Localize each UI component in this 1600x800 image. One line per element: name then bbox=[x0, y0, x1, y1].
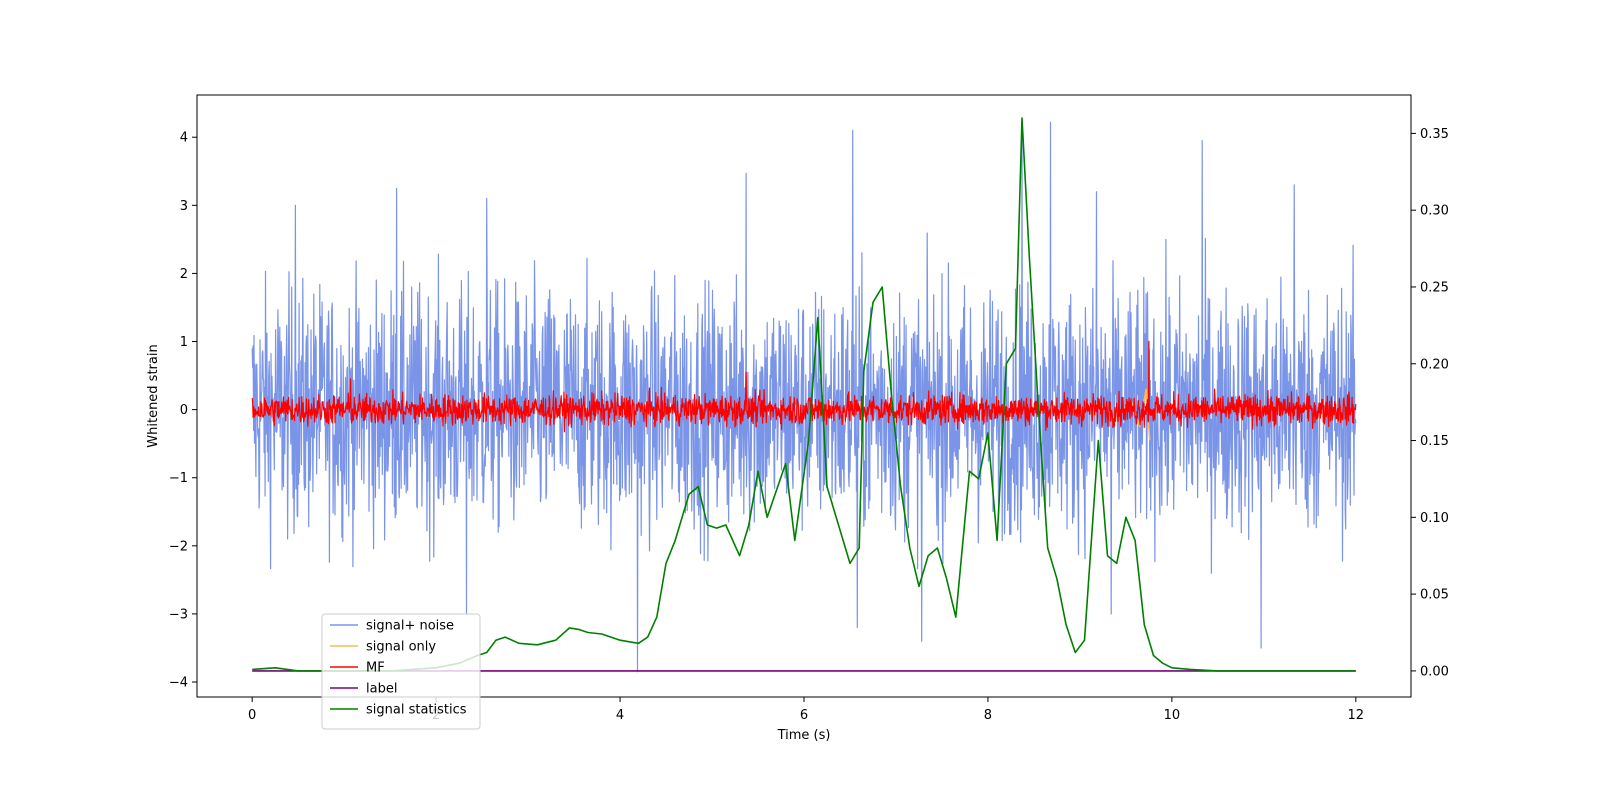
y-tick-label: −3 bbox=[169, 607, 188, 622]
series-signal-noise bbox=[251, 121, 1357, 673]
y-tick-label: 1 bbox=[180, 335, 188, 350]
y2-tick-label: 0.20 bbox=[1420, 357, 1449, 372]
x-tick-label: 0 bbox=[248, 708, 256, 723]
legend-label-label: label bbox=[366, 682, 397, 697]
y-tick-label: −2 bbox=[169, 539, 188, 554]
y-tick-label: 4 bbox=[180, 131, 188, 146]
x-axis: 024681012 bbox=[248, 697, 1364, 723]
y-tick-label: 0 bbox=[180, 403, 188, 418]
y-tick-label: 3 bbox=[180, 199, 188, 214]
legend-label-mf: MF bbox=[366, 661, 385, 676]
legend: signal+ noise signal only MF label signal st… bbox=[321, 613, 481, 730]
x-axis-label: Time (s) bbox=[777, 728, 831, 743]
x-tick-label: 8 bbox=[984, 708, 992, 723]
y2-tick-label: 0.05 bbox=[1420, 588, 1449, 603]
y-tick-label: −4 bbox=[169, 676, 188, 691]
legend-label-signal-noise: signal+ noise bbox=[366, 619, 454, 634]
y2-tick-label: 0.35 bbox=[1420, 127, 1449, 142]
legend-label-signal-statistics: signal statistics bbox=[366, 703, 467, 718]
x-tick-label: 12 bbox=[1348, 708, 1365, 723]
y2-tick-label: 0.25 bbox=[1420, 280, 1449, 295]
y-tick-label: −1 bbox=[169, 471, 188, 486]
y-tick-label: 2 bbox=[180, 267, 188, 282]
legend-label-signal-only: signal only bbox=[366, 640, 436, 655]
y-axis-label: Whitened strain bbox=[146, 344, 161, 447]
x-tick-label: 10 bbox=[1164, 708, 1181, 723]
series-mf bbox=[251, 340, 1357, 433]
y2-tick-label: 0.30 bbox=[1420, 204, 1449, 219]
y-axis-left: −4 −3 −2 −1 0 1 2 3 4 bbox=[169, 131, 197, 691]
legend-box bbox=[321, 613, 481, 730]
x-tick-label: 6 bbox=[800, 708, 808, 723]
x-tick-label: 4 bbox=[616, 708, 624, 723]
y2-tick-label: 0.15 bbox=[1420, 434, 1449, 449]
data-layer bbox=[251, 117, 1357, 673]
y2-tick-label: 0.00 bbox=[1420, 664, 1449, 679]
y2-tick-label: 0.10 bbox=[1420, 511, 1449, 526]
series-signal-statistics bbox=[252, 117, 1356, 672]
y-axis-right: 0.00 0.05 0.10 0.15 0.20 0.25 0.30 0.35 bbox=[1411, 127, 1449, 679]
